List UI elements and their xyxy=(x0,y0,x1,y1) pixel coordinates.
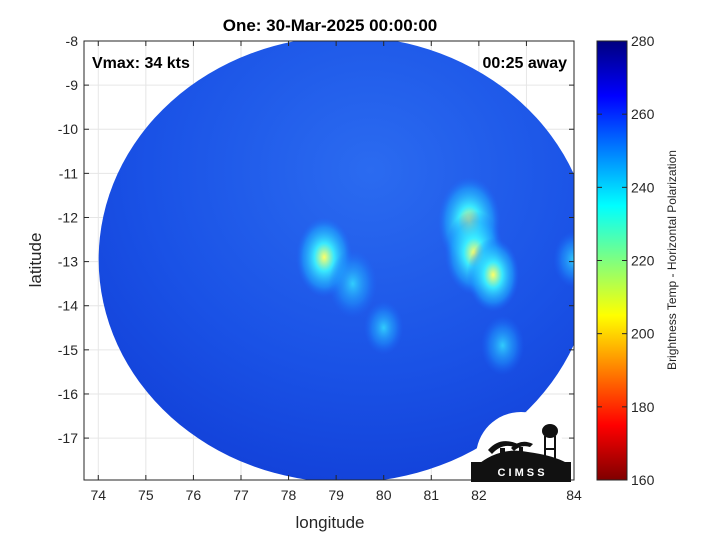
x-tick-label: 78 xyxy=(281,487,297,503)
y-axis-ticks: -8 -9 -10 -11 -12 -13 -14 -15 -16 -17 xyxy=(58,33,574,446)
satellite-dish-2-icon xyxy=(511,441,533,451)
x-tick-label: 82 xyxy=(471,487,487,503)
x-axis-label: longitude xyxy=(295,513,364,532)
y-tick-label: -9 xyxy=(66,77,79,93)
vmax-label: Vmax: 34 kts xyxy=(92,55,190,72)
y-tick-label: -13 xyxy=(58,254,78,270)
colorbar-tick-label: 160 xyxy=(631,472,655,488)
colorbar-label: Brightness Temp - Horizontal Polarizatio… xyxy=(665,150,679,370)
dish-stand-2 xyxy=(519,447,523,462)
y-tick-label: -16 xyxy=(58,386,78,402)
x-tick-label: 81 xyxy=(423,487,439,503)
water-tower-icon xyxy=(542,424,558,438)
dish-stand xyxy=(500,448,505,462)
cold-feature-mark xyxy=(553,231,574,288)
logo-ground xyxy=(471,462,571,482)
y-tick-label: -15 xyxy=(58,342,78,358)
colorbar-tick-label: 180 xyxy=(631,399,655,415)
y-tick-label: -14 xyxy=(58,298,78,314)
cimss-logo: C I M S S xyxy=(471,412,571,502)
x-tick-label: 74 xyxy=(90,487,106,503)
x-tick-label: 84 xyxy=(566,487,582,503)
y-axis-label: latitude xyxy=(26,233,45,288)
y-tick-label: -12 xyxy=(58,209,78,225)
time-away-label: 00:25 away xyxy=(482,55,567,72)
cold-feature-mark xyxy=(481,315,525,376)
colorbar-tick-label: 220 xyxy=(631,253,655,269)
cold-feature-mark xyxy=(328,249,377,318)
cold-feature-mark xyxy=(467,238,520,312)
brightness-temp-swath xyxy=(98,41,574,480)
satellite-dish-icon xyxy=(488,441,518,454)
x-tick-label: 80 xyxy=(376,487,392,503)
colorbar-ticks: 160 180 200 220 240 260 280 xyxy=(597,33,655,488)
y-tick-label: -11 xyxy=(59,165,78,181)
colorbar-tick-label: 260 xyxy=(631,106,655,122)
logo-text: C I M S S xyxy=(497,467,544,479)
axes-box xyxy=(83,40,575,481)
colorbar-tick-label: 240 xyxy=(631,179,655,195)
x-tick-label: 76 xyxy=(186,487,202,503)
y-tick-label: -10 xyxy=(58,121,78,137)
colorbar-tick-label: 280 xyxy=(631,33,655,49)
x-tick-label: 79 xyxy=(328,487,344,503)
y-tick-label: -8 xyxy=(66,33,79,49)
cold-feature-mark xyxy=(364,301,404,355)
chart-title: One: 30-Mar-2025 00:00:00 xyxy=(223,16,438,35)
colorbar-tick-label: 200 xyxy=(631,326,655,342)
x-tick-label: 75 xyxy=(138,487,154,503)
tower-brace xyxy=(544,448,556,450)
x-tick-label: 77 xyxy=(233,487,249,503)
cold-cloud-features xyxy=(296,176,574,376)
y-tick-label: -17 xyxy=(58,430,78,446)
